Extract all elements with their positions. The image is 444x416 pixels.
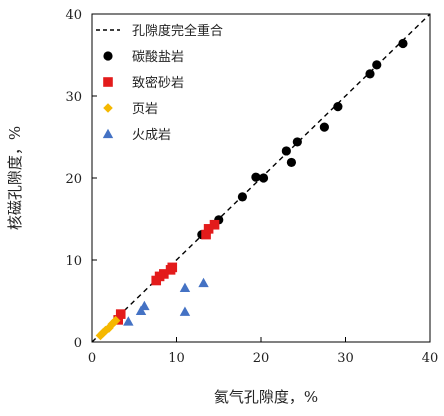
y-tick-label: 0 [74, 336, 82, 351]
data-point-circle [251, 172, 261, 182]
data-point-diamond [98, 328, 108, 338]
plot-layer [91, 13, 431, 343]
data-point-square [209, 219, 220, 230]
legend-label-diamond: 页岩 [132, 102, 158, 117]
legend-swatch-square [103, 77, 113, 87]
x-tick-label: 10 [168, 351, 185, 366]
y-tick-label: 30 [65, 90, 82, 105]
x-axis-title: 氦气孔隙度，% [214, 388, 318, 406]
data-point-square [165, 265, 176, 275]
data-point-square [201, 229, 211, 240]
data-point-triangle [179, 282, 191, 293]
data-point-circle [365, 69, 375, 79]
data-point-circle [398, 38, 408, 49]
legend-label-triangle: 火成岩 [132, 128, 171, 143]
data-point-triangle [135, 305, 147, 315]
y-axis-title: 核磁孔隙度，% [6, 126, 24, 230]
data-point-square [151, 275, 162, 286]
data-point-circle [319, 122, 329, 132]
data-point-triangle [198, 277, 209, 288]
legend-swatch-diamond [103, 103, 113, 113]
data-point-square [203, 224, 214, 234]
y-tick-label: 10 [65, 254, 82, 269]
axes-layer: 0 10 20 30 40 0 10 20 30 40 [65, 8, 438, 366]
data-point-diamond [110, 315, 121, 326]
data-point-triangle [179, 306, 191, 316]
data-point-square [115, 309, 126, 319]
data-point-circle [292, 137, 302, 147]
y-tick-label: 40 [65, 8, 82, 23]
data-point-circle [281, 146, 291, 156]
data-point-triangle [123, 316, 134, 326]
x-tick-label: 0 [88, 351, 96, 366]
y-tick-label: 20 [65, 172, 82, 187]
x-tick-label: 30 [337, 351, 354, 366]
data-point-triangle [139, 300, 150, 311]
data-point-circle [372, 60, 382, 70]
legend-swatch-circle [103, 51, 113, 61]
data-point-circle [286, 157, 297, 168]
legend-label-square: 致密砂岩 [132, 75, 184, 91]
x-tick-label: 20 [253, 351, 270, 366]
data-point-circle [333, 102, 343, 112]
legend-swatch-triangle [102, 128, 114, 139]
data-point-circle [237, 192, 248, 202]
x-tick-label: 40 [422, 351, 439, 366]
legend-label-circle: 碳酸盐岩 [132, 50, 184, 65]
legend-label-reference-line: 孔隙度完全重合 [132, 23, 223, 39]
data-point-circle [258, 173, 269, 183]
